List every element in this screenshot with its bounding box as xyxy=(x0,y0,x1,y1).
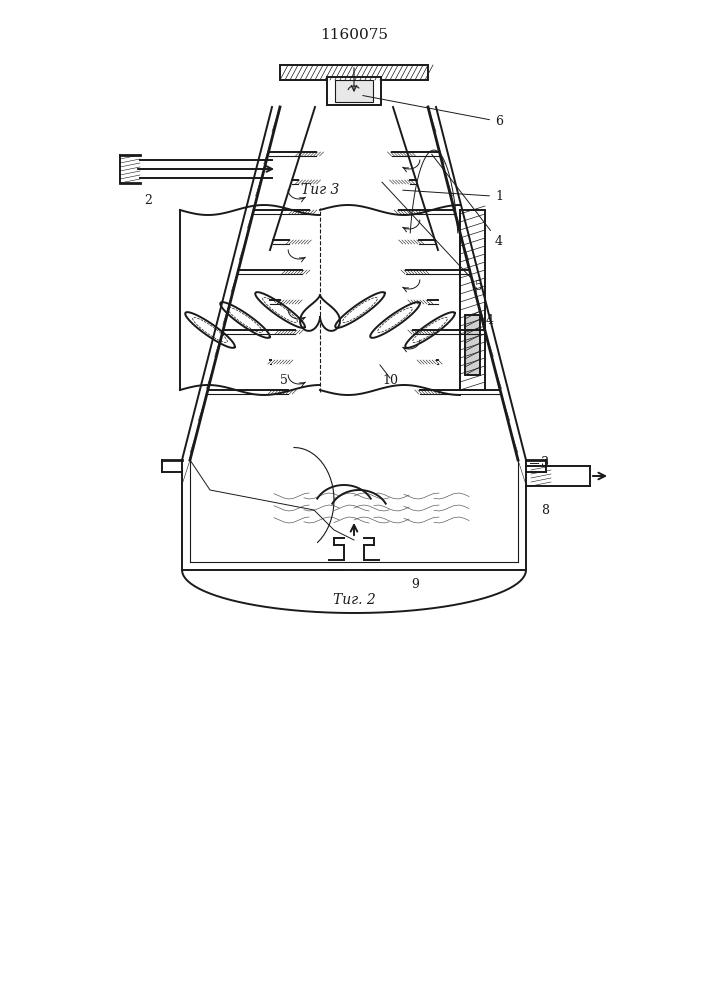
Text: 1160075: 1160075 xyxy=(320,28,388,42)
Text: 2: 2 xyxy=(144,194,152,207)
Text: 4: 4 xyxy=(432,154,503,248)
Text: 5: 5 xyxy=(382,182,483,293)
Text: Τиг. 2: Τиг. 2 xyxy=(332,593,375,607)
Text: Τиг 3: Τиг 3 xyxy=(300,183,339,197)
Text: 1: 1 xyxy=(403,190,503,203)
Text: 8: 8 xyxy=(541,504,549,516)
Text: 9: 9 xyxy=(411,578,419,591)
FancyBboxPatch shape xyxy=(280,65,428,80)
Bar xyxy=(460,210,485,390)
Text: 6: 6 xyxy=(363,96,503,128)
Text: 10: 10 xyxy=(382,373,398,386)
Bar xyxy=(465,315,480,375)
FancyBboxPatch shape xyxy=(335,80,373,102)
FancyBboxPatch shape xyxy=(327,77,381,105)
Text: 4: 4 xyxy=(486,314,494,326)
Text: 5: 5 xyxy=(280,373,288,386)
Text: 3: 3 xyxy=(541,456,549,470)
